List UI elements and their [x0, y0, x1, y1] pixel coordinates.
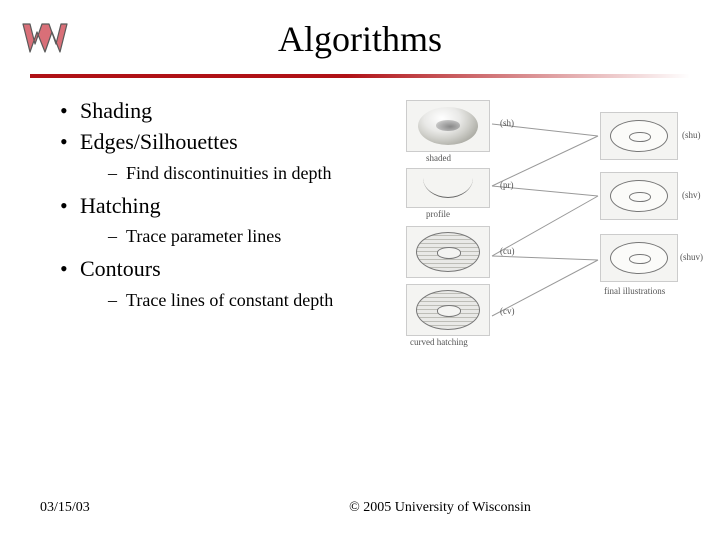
- bullet-text: Hatching: [80, 193, 161, 218]
- bullet-text: Shading: [80, 98, 152, 123]
- panel-profile: [406, 168, 490, 208]
- panel-cv: [406, 284, 490, 336]
- label-hatching: curved hatching: [410, 337, 468, 347]
- bullet-hatching: Hatching Trace parameter lines: [60, 191, 400, 251]
- bullet-contours: Contours Trace lines of constant depth: [60, 254, 400, 314]
- rlabel-shu: (shu): [682, 130, 701, 140]
- bullet-text: Trace lines of constant depth: [126, 290, 333, 310]
- subbullet-constdepth: Trace lines of constant depth: [108, 287, 400, 314]
- bullet-edges: Edges/Silhouettes Find discontinuities i…: [60, 127, 400, 187]
- wisconsin-logo-icon: [20, 18, 70, 60]
- bullet-text: Edges/Silhouettes: [80, 129, 238, 154]
- rlabel-shuv: (shuv): [680, 252, 703, 262]
- slide-title: Algorithms: [90, 18, 680, 60]
- midlabel-sh: (sh): [500, 118, 514, 128]
- midlabel-cu: (cu): [500, 246, 515, 256]
- subbullet-depth: Find discontinuities in depth: [108, 160, 400, 187]
- panel-shuv: [600, 234, 678, 282]
- torus-figure: shaded profile curved hatching (sh) (pr)…: [400, 96, 700, 376]
- bullet-text: Trace parameter lines: [126, 226, 281, 246]
- bullet-column: Shading Edges/Silhouettes Find discontin…: [30, 96, 400, 376]
- bullet-shading: Shading: [60, 96, 400, 127]
- footer: 03/15/03 © 2005 University of Wisconsin: [0, 500, 720, 516]
- footer-copyright: © 2005 University of Wisconsin: [200, 500, 680, 516]
- footer-date: 03/15/03: [40, 500, 200, 516]
- subbullet-param: Trace parameter lines: [108, 223, 400, 250]
- panel-shv: [600, 172, 678, 220]
- panel-shaded: [406, 100, 490, 152]
- label-shaded: shaded: [426, 153, 451, 163]
- midlabel-cv: (cv): [500, 306, 515, 316]
- label-profile: profile: [426, 209, 450, 219]
- rlabel-final: final illustrations: [604, 286, 665, 296]
- rlabel-shv: (shv): [682, 190, 701, 200]
- midlabel-pr: (pr): [500, 180, 514, 190]
- panel-shu: [600, 112, 678, 160]
- bullet-text: Contours: [80, 256, 161, 281]
- panel-cu: [406, 226, 490, 278]
- bullet-text: Find discontinuities in depth: [126, 163, 332, 183]
